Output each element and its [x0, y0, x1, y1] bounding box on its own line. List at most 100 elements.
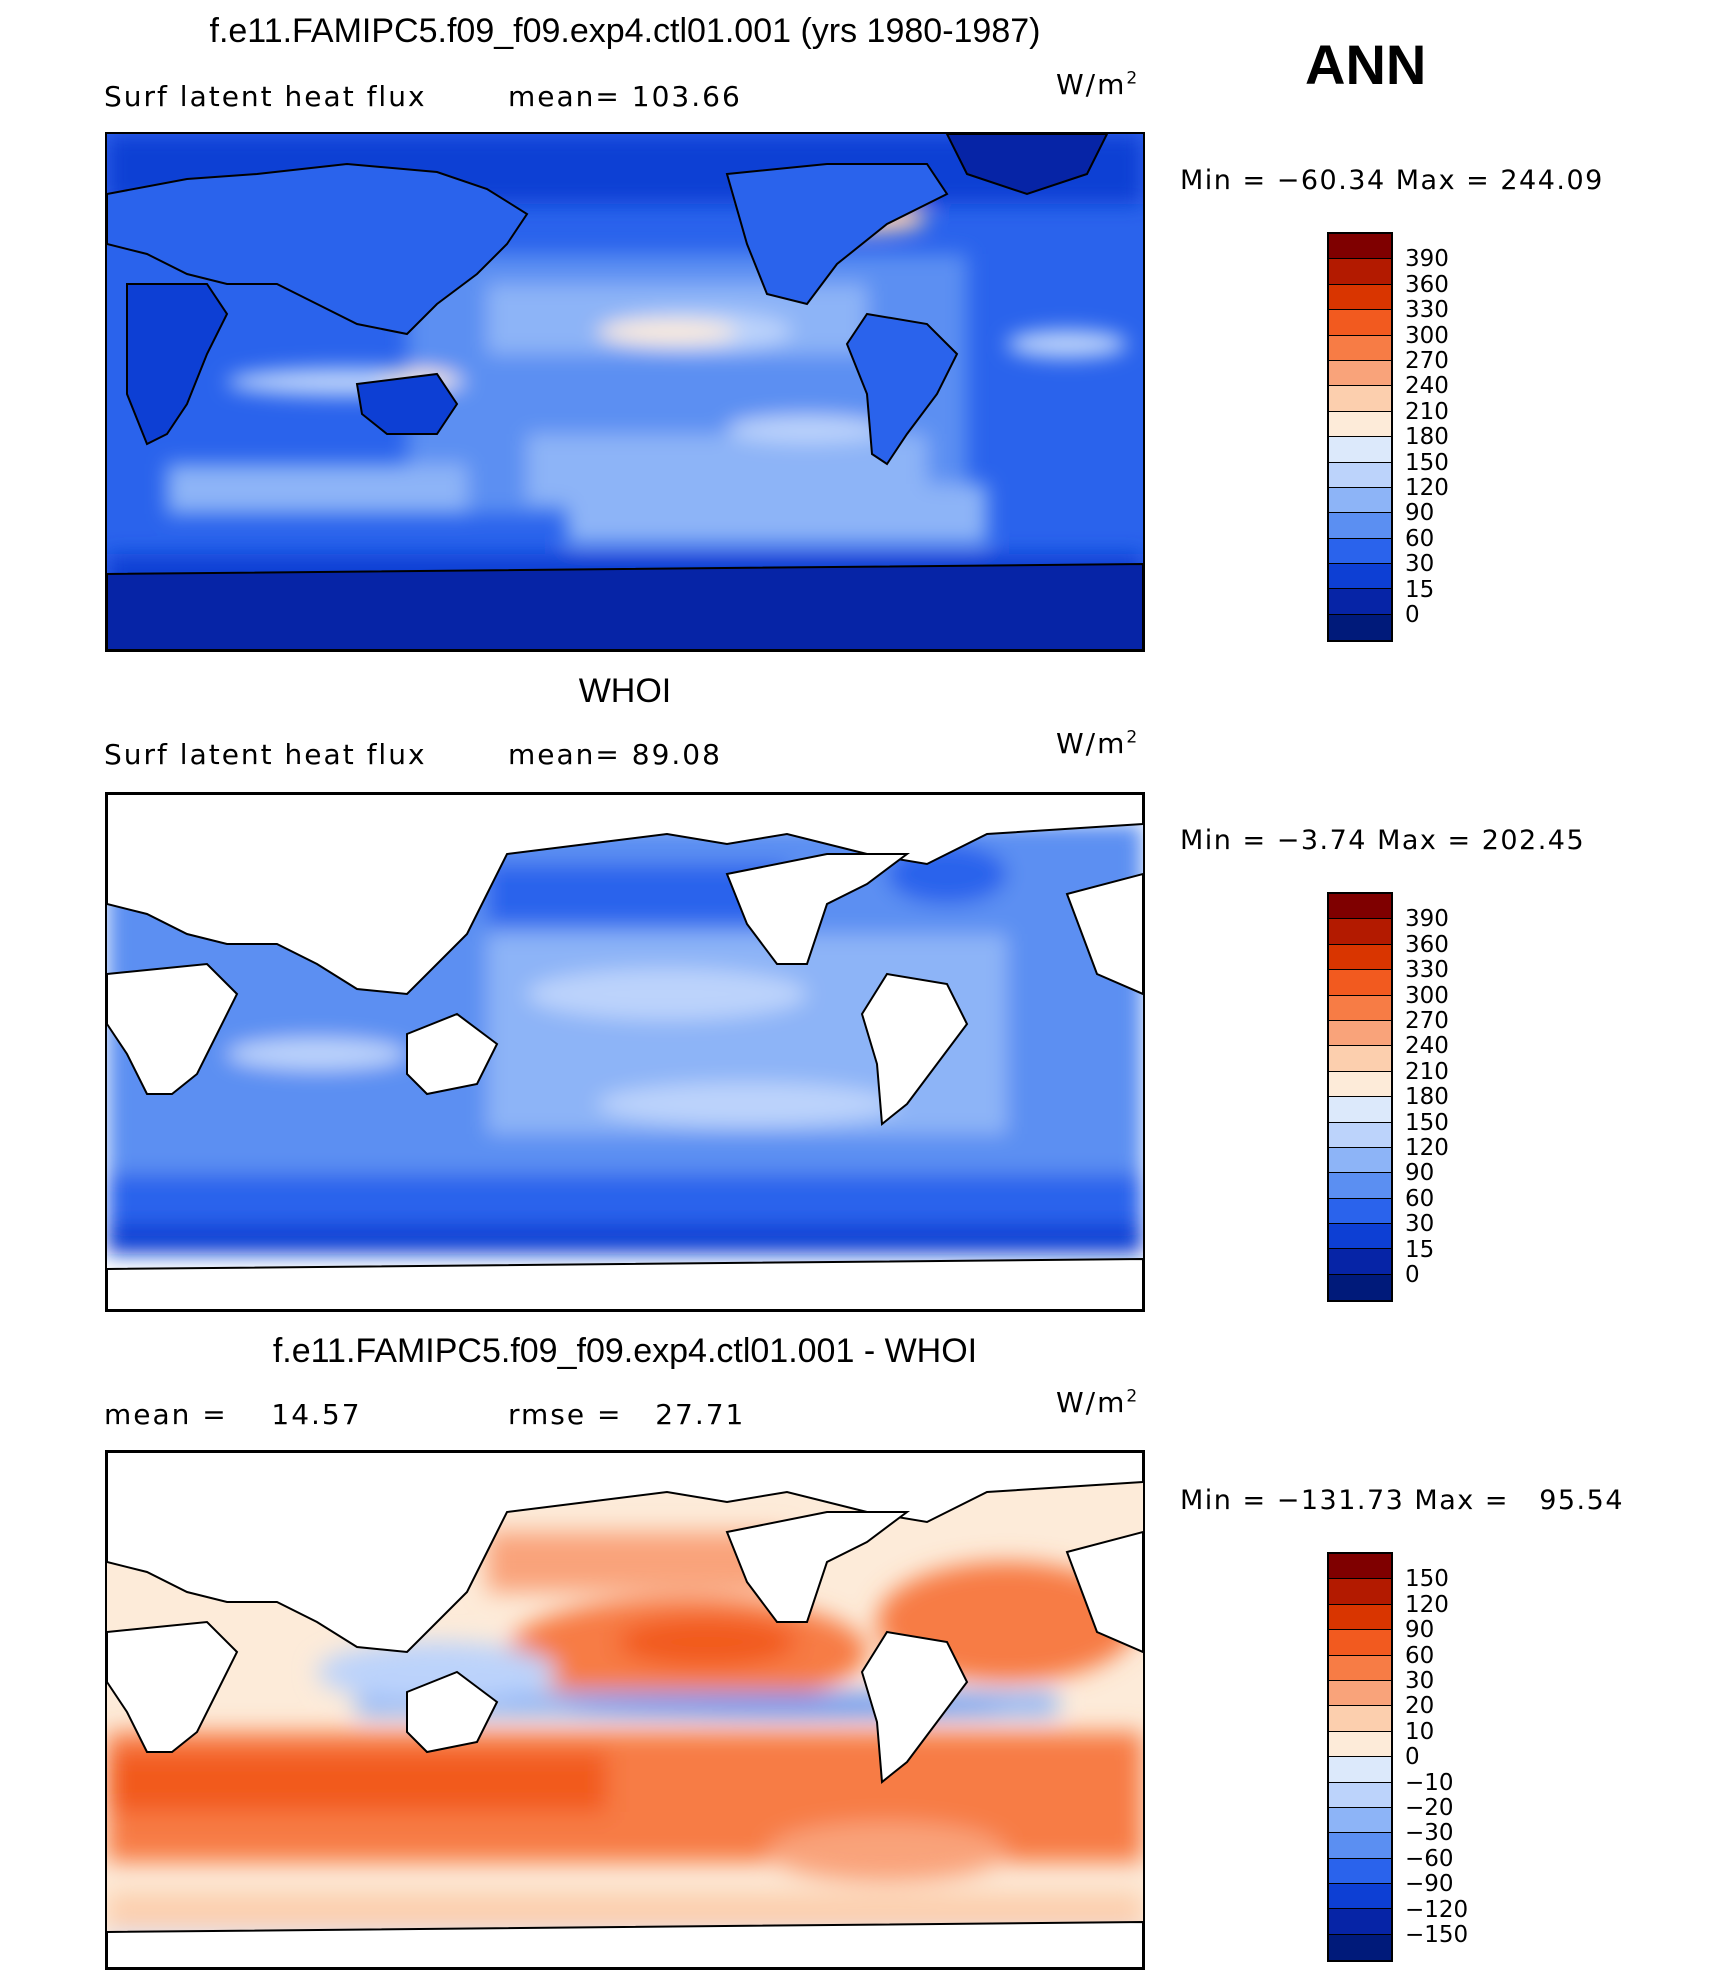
panel1-mean-value: 103.66	[631, 80, 742, 113]
colorbar-label: 300	[1405, 322, 1449, 349]
colorbar-swatch	[1329, 1579, 1391, 1605]
colorbar-swatch	[1329, 310, 1391, 336]
colorbar-swatch	[1329, 995, 1391, 1021]
colorbar-swatch	[1329, 1680, 1391, 1707]
panel3-mean-label: mean =	[104, 1398, 228, 1431]
panel1-colorbar	[1327, 232, 1393, 643]
colorbar-label: 330	[1405, 297, 1449, 324]
season-label: ANN	[1305, 33, 1427, 96]
colorbar-label: 150	[1405, 1566, 1449, 1593]
colorbar-swatch	[1329, 944, 1391, 971]
colorbar-label: 60	[1405, 1642, 1435, 1669]
colorbar-label: 300	[1405, 982, 1449, 1009]
colorbar-swatch	[1329, 564, 1391, 590]
panel1-minmax: Min = −60.34 Max = 244.09	[1180, 165, 1604, 196]
colorbar-label: 120	[1405, 1591, 1449, 1618]
units-base-3: W/m	[1056, 1386, 1127, 1419]
colorbar-label: −20	[1405, 1795, 1454, 1821]
panel3-max-value: 95.54	[1539, 1485, 1624, 1516]
colorbar-swatch	[1329, 1198, 1391, 1225]
panel3-rmse-value: 27.71	[655, 1398, 746, 1431]
colorbar-label: 330	[1405, 957, 1449, 984]
panel3-units: W/m2	[1056, 1386, 1139, 1419]
panel3-colorbar	[1327, 1552, 1393, 1963]
panel1-map	[105, 132, 1145, 652]
units-exponent-2: 2	[1126, 727, 1140, 748]
colorbar-label: 390	[1405, 906, 1449, 933]
panel1-min-value: −60.34	[1276, 165, 1386, 196]
colorbar-swatch	[1329, 919, 1391, 945]
colorbar-swatch	[1329, 437, 1391, 463]
colorbar-label: 150	[1405, 449, 1449, 476]
panel3-minmax: Min = −131.73 Max = 95.54	[1180, 1485, 1624, 1516]
panel3-mean: mean = 14.57	[104, 1398, 362, 1431]
colorbar-swatch	[1329, 1173, 1391, 1199]
colorbar-swatch	[1329, 894, 1391, 920]
colorbar-swatch	[1329, 284, 1391, 311]
colorbar-label: 90	[1405, 500, 1435, 527]
colorbar-swatch	[1329, 1224, 1391, 1250]
panel2-field-label: Surf latent heat flux	[104, 738, 427, 771]
colorbar-swatch	[1329, 538, 1391, 565]
colorbar-swatch	[1329, 1147, 1391, 1174]
panel1-units: W/m2	[1056, 68, 1139, 101]
colorbar-swatch	[1329, 614, 1391, 641]
panel2-map	[105, 792, 1145, 1312]
colorbar-swatch	[1329, 1909, 1391, 1935]
colorbar-label: −90	[1405, 1871, 1454, 1898]
colorbar-swatch	[1329, 589, 1391, 615]
colorbar-label: 15	[1405, 576, 1435, 603]
colorbar-swatch	[1329, 1020, 1391, 1047]
colorbar-label: 180	[1405, 1084, 1449, 1111]
panel3-min-value: −131.73	[1276, 1485, 1405, 1516]
colorbar-swatch	[1329, 1858, 1391, 1885]
units-exponent-3: 2	[1126, 1386, 1140, 1407]
colorbar-swatch	[1329, 1604, 1391, 1631]
colorbar-swatch	[1329, 513, 1391, 539]
colorbar-swatch	[1329, 234, 1391, 260]
panel1-mean-label: mean=	[508, 80, 621, 113]
colorbar-label: 270	[1405, 1008, 1449, 1034]
panel2-min-label: Min =	[1180, 825, 1267, 856]
colorbar-swatch	[1329, 1757, 1391, 1783]
colorbar-swatch	[1329, 1934, 1391, 1961]
panel2-minmax: Min = −3.74 Max = 202.45	[1180, 825, 1585, 856]
units-exponent: 2	[1126, 68, 1140, 89]
panel2-max-value: 202.45	[1481, 825, 1586, 856]
colorbar-label: 0	[1405, 602, 1420, 628]
panel3-min-label: Min =	[1180, 1485, 1267, 1516]
panel2-title: WHOI	[578, 672, 672, 710]
colorbar-label: 210	[1405, 1058, 1449, 1085]
colorbar-swatch	[1329, 335, 1391, 361]
colorbar-swatch	[1329, 360, 1391, 387]
colorbar-swatch	[1329, 462, 1391, 488]
colorbar-label: −30	[1405, 1820, 1454, 1847]
colorbar-swatch	[1329, 1731, 1391, 1758]
panel3-rmse-label: rmse =	[508, 1398, 623, 1431]
panel2-max-label: Max =	[1377, 825, 1472, 856]
colorbar-swatch	[1329, 1046, 1391, 1072]
colorbar-label: 30	[1405, 551, 1435, 578]
panel2-mean-value: 89.08	[631, 738, 722, 771]
colorbar-swatch	[1329, 1807, 1391, 1834]
colorbar-label: −60	[1405, 1845, 1454, 1872]
colorbar-label: 30	[1405, 1211, 1435, 1238]
colorbar-label: 240	[1405, 1033, 1449, 1060]
colorbar-swatch	[1329, 1097, 1391, 1123]
colorbar-swatch	[1329, 259, 1391, 285]
colorbar-label: 240	[1405, 373, 1449, 400]
colorbar-label: 10	[1405, 1718, 1435, 1745]
colorbar-swatch	[1329, 1706, 1391, 1732]
colorbar-label: 60	[1405, 1185, 1435, 1212]
colorbar-label: 210	[1405, 398, 1449, 425]
colorbar-swatch	[1329, 1122, 1391, 1148]
panel2-mean: mean= 89.08	[508, 738, 722, 771]
colorbar-swatch	[1329, 970, 1391, 996]
panel2-min-value: −3.74	[1276, 825, 1367, 856]
colorbar-swatch	[1329, 411, 1391, 438]
colorbar-swatch	[1329, 1554, 1391, 1580]
colorbar-label: 120	[1405, 475, 1449, 501]
panel1-max-value: 244.09	[1500, 165, 1604, 196]
colorbar-label: 60	[1405, 525, 1435, 552]
panel3-rmse: rmse = 27.71	[508, 1398, 745, 1431]
